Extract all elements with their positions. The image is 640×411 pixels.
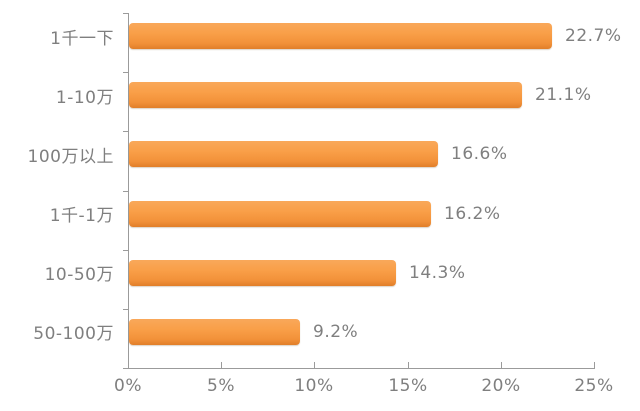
value-label: 14.3% <box>409 262 466 283</box>
y-tick <box>123 72 128 73</box>
bar <box>129 200 431 227</box>
y-tick <box>123 368 128 369</box>
category-label: 1千一下 <box>50 28 114 49</box>
x-tick <box>501 362 502 368</box>
x-tick-label: 0% <box>114 376 142 396</box>
x-tick <box>594 362 595 368</box>
x-tick <box>128 362 129 368</box>
y-tick <box>123 191 128 192</box>
x-tick <box>221 362 222 368</box>
value-label: 9.2% <box>313 321 359 342</box>
x-tick-label: 5% <box>207 376 235 396</box>
y-tick <box>123 250 128 251</box>
y-tick <box>123 309 128 310</box>
value-label: 22.7% <box>565 26 622 46</box>
x-tick-label: 25% <box>574 376 614 396</box>
bar <box>129 259 396 286</box>
y-tick <box>123 131 128 132</box>
x-tick-label: 10% <box>294 376 334 396</box>
bar-row: 1千一下 22.7% <box>0 23 640 49</box>
x-tick-label: 15% <box>388 376 428 396</box>
x-tick <box>314 362 315 368</box>
value-label: 16.2% <box>444 203 501 224</box>
bar-row: 50-100万 9.2% <box>0 318 640 345</box>
category-label: 50-100万 <box>33 324 114 345</box>
bar <box>129 82 522 109</box>
y-tick <box>123 13 128 14</box>
y-axis-line <box>128 13 129 369</box>
category-label: 100万以上 <box>27 146 114 167</box>
bar-row: 100万以上 16.6% <box>0 141 640 168</box>
category-label: 1-10万 <box>55 87 114 108</box>
x-tick-label: 20% <box>481 376 521 396</box>
bar-row: 1千-1万 16.2% <box>0 200 640 227</box>
bar <box>129 23 552 49</box>
value-label: 21.1% <box>535 85 592 106</box>
x-axis-line <box>128 368 595 369</box>
bar <box>129 141 438 168</box>
bar-row: 1-10万 21.1% <box>0 82 640 109</box>
bar <box>129 318 300 345</box>
value-label: 16.6% <box>451 144 508 165</box>
category-label: 10-50万 <box>44 265 114 286</box>
bar-row: 10-50万 14.3% <box>0 259 640 286</box>
category-label: 1千-1万 <box>49 206 114 226</box>
x-tick <box>408 362 409 368</box>
